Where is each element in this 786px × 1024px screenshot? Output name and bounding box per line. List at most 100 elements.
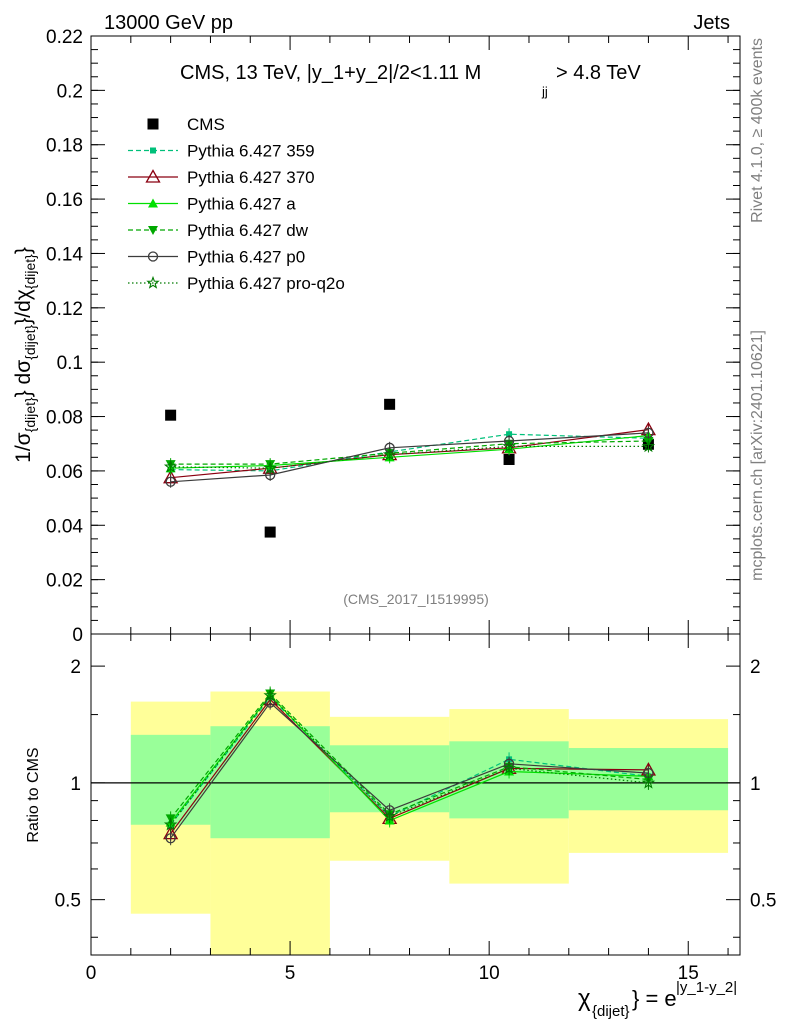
svg-text:1/σ{dijet}} dσ{dijet}}/dχ{dije: 1/σ{dijet}} dσ{dijet}}/dχ{dijet}} <box>12 247 38 463</box>
legend-label-p370: Pythia 6.427 370 <box>187 168 315 187</box>
main-axes: 0 0.02 0.04 0.06 0.08 0.1 0.12 0.14 0.16 0.18 0.2 0… <box>46 27 741 646</box>
series-p359 <box>167 428 652 477</box>
main-ytick-label: 0 <box>72 625 83 646</box>
data-point-cms <box>503 453 515 465</box>
xtick-label: 15 <box>678 963 699 984</box>
series-line-pa <box>170 435 649 469</box>
legend-marker-p370 <box>145 169 161 183</box>
main-title-subscript: jj <box>541 84 548 99</box>
ratio-ylabel: Ratio to CMS <box>25 747 42 842</box>
main-ytick-label: 0.22 <box>46 27 83 48</box>
main-ytick-label: 0.06 <box>46 462 83 483</box>
header-right-label: Jets <box>693 12 730 34</box>
legend-marker-cms <box>147 118 159 130</box>
data-point-cms <box>165 409 177 421</box>
ylabel-part-4: {dijet} <box>22 324 38 359</box>
main-ytick-label: 0.14 <box>46 244 83 265</box>
xlabel-mid: } = e <box>632 986 677 1011</box>
main-title-tail: > 4.8 TeV <box>556 62 641 84</box>
header-left-label: 13000 GeV pp <box>104 12 233 34</box>
data-point-pproq2o <box>163 459 178 473</box>
series-line-pproq2o <box>170 445 649 469</box>
series-p370 <box>163 421 657 484</box>
ratio-ytick-label: 1 <box>70 774 81 795</box>
series-line-p359 <box>170 433 649 472</box>
main-ytick-label: 0.16 <box>46 190 83 211</box>
series-cms <box>165 398 654 538</box>
legend-entry-p359: Pythia 6.427 359 <box>128 142 315 161</box>
uncertainty-band-green <box>130 734 211 825</box>
main-title-text: CMS, 13 TeV, |y_1+y_2|/2<1.11 M <box>180 62 481 84</box>
data-point-pp0 <box>165 476 176 487</box>
mcplots-label: mcplots.cern.ch [arXiv:2401.10621] <box>749 330 766 581</box>
xlabel-sub: {dijet} <box>592 1003 630 1020</box>
ratio-ytick-label: 0.5 <box>55 891 81 912</box>
ratio-ytick-label-right: 0.5 <box>750 891 776 912</box>
xlabel: χ {dijet} } = e |y_1-y_2| <box>578 979 737 1020</box>
main-ytick-label: 0.2 <box>57 81 83 102</box>
main-ytick-label: 0.1 <box>57 353 83 374</box>
data-point-pproq2o <box>263 461 277 474</box>
main-ylabel: 1/σ{dijet}} dσ{dijet}}/dχ{dijet}} <box>12 247 38 463</box>
ratio-point-pproq2o <box>641 775 656 789</box>
ylabel-part-2: {dijet} <box>22 397 38 432</box>
legend-label-pproq2o: Pythia 6.427 pro-q2o <box>187 274 345 293</box>
xtick-label: 0 <box>86 963 97 984</box>
uncertainty-band-green <box>329 745 450 813</box>
legend-label-cms: CMS <box>187 115 225 134</box>
main-ytick-label: 0.18 <box>46 136 83 157</box>
xlabel-chi: χ <box>578 985 591 1012</box>
series-line-pdw <box>170 440 649 465</box>
main-title: CMS, 13 TeV, |y_1+y_2|/2<1.11 M jj > 4.8… <box>180 62 641 99</box>
uncertainty-band-green <box>210 726 330 839</box>
data-point-cms <box>384 398 396 410</box>
legend-marker-pdw <box>148 226 158 235</box>
rivet-version-label: Rivet 4.1.0, ≥ 400k events <box>749 38 766 223</box>
data-point-pp0 <box>643 427 654 439</box>
legend-marker-pa <box>148 198 158 208</box>
legend-marker-p359 <box>150 147 156 154</box>
legend: CMS Pythia 6.427 359 Pythia 6.427 370 Pythi… <box>128 115 345 293</box>
ylabel-part-7: } <box>12 247 35 254</box>
main-panel <box>163 398 657 538</box>
data-point-pproq2o <box>502 439 516 453</box>
data-point-pproq2o <box>382 447 397 461</box>
ylabel-part-1: 1/σ <box>12 432 35 463</box>
ratio-frame <box>90 633 741 956</box>
ratio-point-pp0 <box>165 833 176 844</box>
ratio-point-pproq2o <box>382 809 397 823</box>
ratio-ytick-label-right: 2 <box>750 657 761 678</box>
legend-entry-pp0: Pythia 6.427 p0 <box>128 248 305 267</box>
main-ytick-label: 0.02 <box>46 571 83 592</box>
ylabel-part-5: }/dχ <box>12 289 35 325</box>
data-point-pproq2o <box>641 439 656 453</box>
series-line-pp0 <box>170 432 649 483</box>
legend-marker-pp0 <box>147 251 159 262</box>
legend-entry-cms: CMS <box>147 115 225 134</box>
series-pdw <box>165 435 654 471</box>
legend-entry-pdw: Pythia 6.427 dw <box>128 221 309 240</box>
main-ytick-label: 0.12 <box>46 299 83 320</box>
ratio-ytick-label: 2 <box>70 657 81 678</box>
legend-marker-pproq2o <box>146 275 160 289</box>
ratio-axes: 0.5 0.5 1 1 2 2 0 5 10 15 <box>55 633 776 984</box>
legend-label-pp0: Pythia 6.427 p0 <box>187 248 305 267</box>
ratio-point-pproq2o <box>502 761 516 775</box>
legend-label-pdw: Pythia 6.427 dw <box>187 221 309 240</box>
data-point-p359 <box>506 431 513 438</box>
ratio-point-pproq2o <box>263 688 277 702</box>
legend-entry-p370: Pythia 6.427 370 <box>128 168 315 187</box>
ratio-series-pproq2o <box>163 688 656 832</box>
main-ytick-label: 0.04 <box>46 516 83 537</box>
xtick-label: 10 <box>479 963 500 984</box>
xlabel-sup: |y_1-y_2| <box>676 979 737 996</box>
ratio-ytick-label-right: 1 <box>750 774 761 795</box>
xtick-label: 5 <box>285 963 296 984</box>
ylabel-part-3: } dσ <box>12 360 35 398</box>
legend-label-pa: Pythia 6.427 a <box>187 195 296 214</box>
analysis-watermark: (CMS_2017_I1519995) <box>343 591 489 607</box>
legend-entry-pa: Pythia 6.427 a <box>128 195 296 214</box>
main-ytick-label: 0.08 <box>46 408 83 429</box>
